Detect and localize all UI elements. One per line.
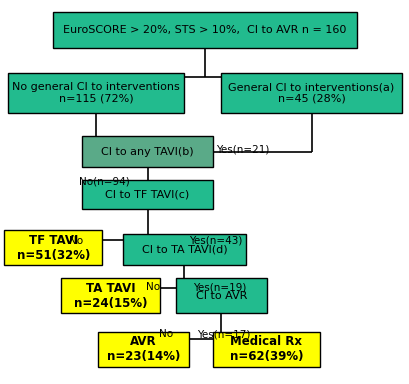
Text: CI to AVR: CI to AVR: [195, 291, 247, 301]
FancyBboxPatch shape: [82, 180, 213, 209]
Text: Yes(n=43): Yes(n=43): [188, 236, 241, 246]
Text: Yes(n=19): Yes(n=19): [192, 282, 245, 292]
FancyBboxPatch shape: [176, 278, 266, 313]
Text: TA TAVI
n=24(15%): TA TAVI n=24(15%): [74, 282, 147, 310]
FancyBboxPatch shape: [221, 73, 401, 113]
Text: General CI to interventions(a)
n=45 (28%): General CI to interventions(a) n=45 (28%…: [228, 82, 394, 104]
FancyBboxPatch shape: [53, 12, 356, 48]
Text: AVR
n=23(14%): AVR n=23(14%): [107, 336, 180, 363]
FancyBboxPatch shape: [82, 136, 213, 167]
FancyBboxPatch shape: [61, 278, 160, 313]
FancyBboxPatch shape: [123, 234, 245, 265]
Text: No: No: [69, 236, 83, 246]
Text: TF TAVI
n=51(32%): TF TAVI n=51(32%): [17, 234, 90, 262]
Text: No general CI to interventions
n=115 (72%): No general CI to interventions n=115 (72…: [12, 82, 180, 104]
FancyBboxPatch shape: [98, 332, 188, 367]
FancyBboxPatch shape: [4, 230, 102, 265]
Text: No: No: [159, 329, 173, 339]
FancyBboxPatch shape: [8, 73, 184, 113]
Text: CI to any TAVI(b): CI to any TAVI(b): [101, 147, 193, 157]
Text: Medical Rx
n=62(39%): Medical Rx n=62(39%): [229, 336, 303, 363]
Text: CI to TA TAVI(d): CI to TA TAVI(d): [142, 245, 227, 255]
Text: EuroSCORE > 20%, STS > 10%,  CI to AVR n = 160: EuroSCORE > 20%, STS > 10%, CI to AVR n …: [63, 25, 346, 35]
Text: Yes(n=17): Yes(n=17): [196, 329, 249, 339]
Text: Yes(n=21): Yes(n=21): [216, 145, 269, 155]
FancyBboxPatch shape: [213, 332, 319, 367]
Text: CI to TF TAVI(c): CI to TF TAVI(c): [105, 190, 189, 200]
Text: No(n=94): No(n=94): [79, 176, 130, 186]
Text: No: No: [145, 282, 159, 292]
